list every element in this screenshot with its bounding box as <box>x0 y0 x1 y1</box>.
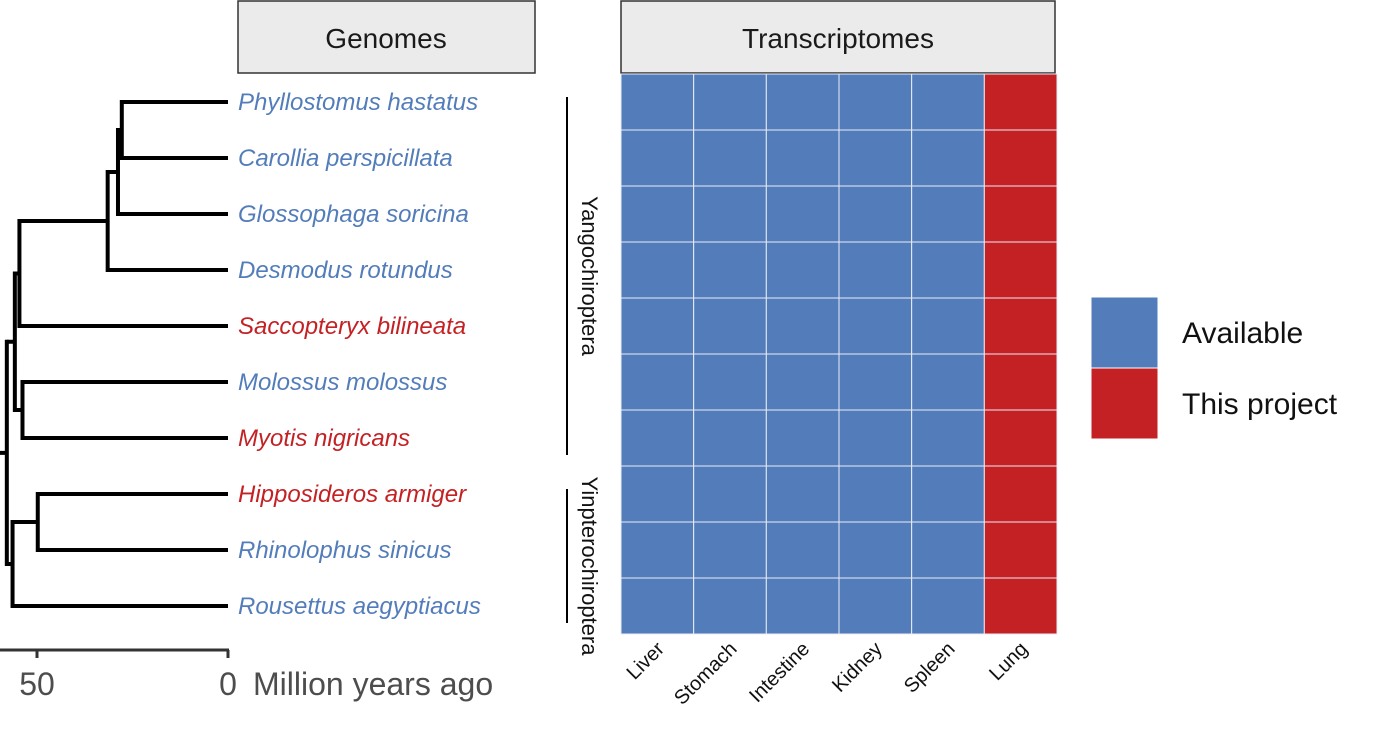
legend-swatch <box>1090 296 1159 369</box>
legend-swatch <box>1090 367 1159 440</box>
axis-title: Million years ago <box>253 666 493 702</box>
axis-tick-label: 50 <box>19 666 55 702</box>
species-label: Rousettus aegyptiacus <box>238 593 481 620</box>
heatmap-cell <box>838 521 913 579</box>
heatmap-cell <box>620 185 695 243</box>
heatmap-cell <box>983 185 1058 243</box>
legend-label: This project <box>1182 388 1338 421</box>
species-label: Hipposideros armiger <box>238 481 467 508</box>
heatmap-cell <box>911 185 985 243</box>
time-axis: Million years ago 50 0 <box>0 648 493 702</box>
heatmap-cell <box>911 129 985 187</box>
heatmap-cell <box>911 577 985 635</box>
phylogenetic-tree: Phyllostomus hastatus Carollia perspicill… <box>0 89 481 620</box>
axis-tick-label: 0 <box>219 666 237 702</box>
clade-labels: Yangochiroptera Yinpterochiroptera <box>566 97 602 657</box>
column-label: Kidney <box>828 638 887 697</box>
heatmap-cell <box>620 577 695 635</box>
column-label: Liver <box>623 638 669 684</box>
heatmap-cell <box>620 297 695 355</box>
heatmap-cell <box>693 185 767 243</box>
heatmap-cell <box>693 409 767 467</box>
heatmap-cell <box>983 465 1058 523</box>
species-label: Phyllostomus hastatus <box>238 89 478 116</box>
heatmap-cell <box>838 409 913 467</box>
heatmap-cell <box>911 241 985 299</box>
heatmap-cell <box>911 409 985 467</box>
column-label: Spleen <box>900 638 960 698</box>
heatmap-cell <box>983 129 1058 187</box>
heatmap-cell <box>911 297 985 355</box>
transcriptomes-header-label: Transcriptomes <box>742 23 934 54</box>
heatmap-cell <box>838 577 913 635</box>
clade-label: Yangochiroptera <box>577 196 602 357</box>
species-label: Saccopteryx bilineata <box>238 313 466 340</box>
heatmap-cell <box>911 521 985 579</box>
heatmap-cell <box>983 577 1058 635</box>
heatmap-cell <box>693 297 767 355</box>
heatmap-cell <box>838 297 913 355</box>
heatmap-cell <box>983 521 1058 579</box>
heatmap-cell <box>693 129 767 187</box>
heatmap-cell <box>693 353 767 411</box>
heatmap-cell <box>765 465 840 523</box>
legend: Available This project <box>1090 296 1338 440</box>
species-label: Desmodus rotundus <box>238 257 453 284</box>
clade-label: Yinpterochiroptera <box>577 477 602 657</box>
genomes-header-box <box>237 0 536 74</box>
heatmap-cell <box>983 73 1058 131</box>
heatmap-cell <box>765 353 840 411</box>
genomes-header: Genomes <box>237 0 536 74</box>
heatmap-cell <box>620 241 695 299</box>
transcriptomes-header: Transcriptomes <box>620 0 1056 74</box>
heatmap-cell <box>765 521 840 579</box>
heatmap-cell <box>620 465 695 523</box>
heatmap-cell <box>693 73 767 131</box>
legend-label: Available <box>1182 317 1303 350</box>
heatmap-cell <box>620 521 695 579</box>
heatmap-cell <box>765 577 840 635</box>
heatmap-cell <box>838 73 913 131</box>
heatmap-cell <box>693 521 767 579</box>
heatmap-cell <box>911 353 985 411</box>
genomes-header-label: Genomes <box>325 23 446 54</box>
heatmap-cell <box>765 73 840 131</box>
heatmap-cell <box>983 297 1058 355</box>
heatmap-cell <box>983 409 1058 467</box>
heatmap-cell <box>765 241 840 299</box>
species-label: Carollia perspicillata <box>238 145 453 172</box>
column-label: Intestine <box>745 638 814 707</box>
heatmap-cell <box>765 297 840 355</box>
heatmap-cell <box>620 129 695 187</box>
heatmap: Liver Stomach Intestine Kidney Spleen Lung <box>620 73 1058 709</box>
transcriptomes-header-box <box>620 0 1056 74</box>
species-label: Rhinolophus sinicus <box>238 537 451 564</box>
heatmap-cell <box>620 73 695 131</box>
heatmap-cell <box>838 129 913 187</box>
heatmap-cell <box>983 353 1058 411</box>
species-label: Molossus molossus <box>238 369 447 396</box>
heatmap-cell <box>620 409 695 467</box>
heatmap-cell <box>911 465 985 523</box>
species-label: Glossophaga soricina <box>238 201 469 228</box>
heatmap-cell <box>693 577 767 635</box>
heatmap-cell <box>838 465 913 523</box>
heatmap-cell <box>983 241 1058 299</box>
heatmap-cell <box>620 353 695 411</box>
heatmap-cell <box>765 185 840 243</box>
heatmap-cell <box>765 129 840 187</box>
species-label: Myotis nigricans <box>238 425 410 452</box>
heatmap-cell <box>838 353 913 411</box>
column-label: Stomach <box>670 638 741 709</box>
heatmap-cell <box>765 409 840 467</box>
heatmap-cell <box>693 465 767 523</box>
column-label: Lung <box>985 638 1032 685</box>
heatmap-cell <box>693 241 767 299</box>
heatmap-cell <box>838 241 913 299</box>
heatmap-cell <box>911 73 985 131</box>
heatmap-cell <box>838 185 913 243</box>
